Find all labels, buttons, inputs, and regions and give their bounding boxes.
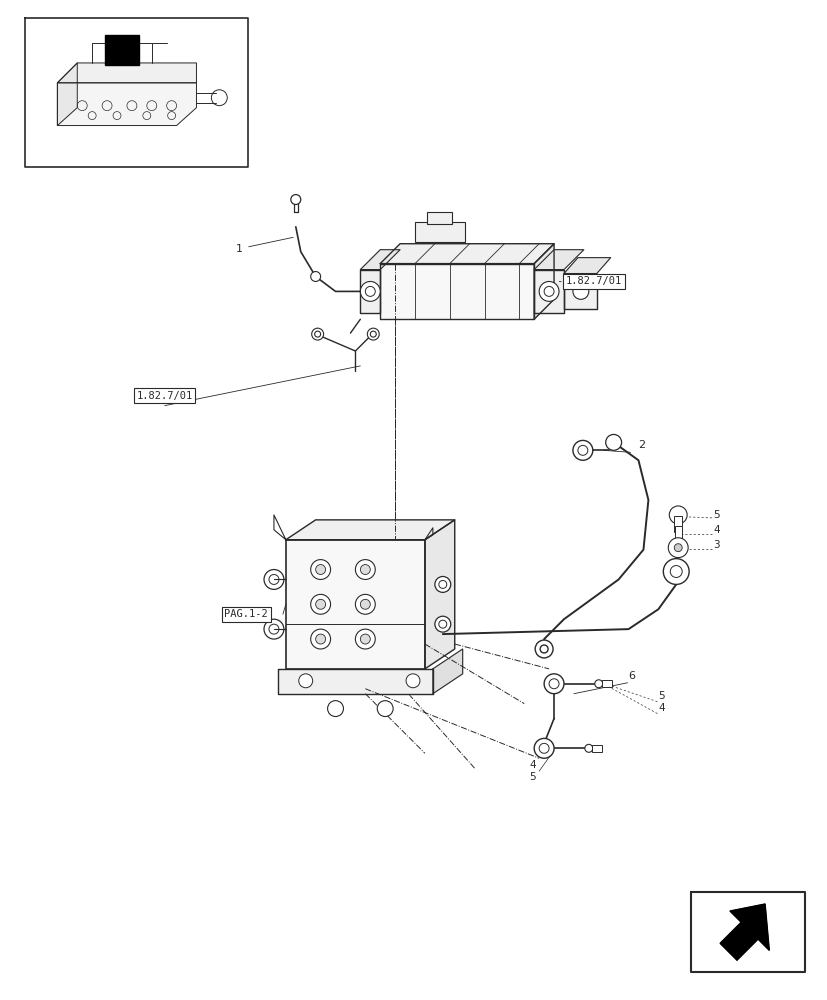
Text: 1.82.7/01: 1.82.7/01 [565, 276, 621, 286]
Polygon shape [719, 904, 768, 960]
Circle shape [269, 574, 279, 584]
Bar [601, 680, 611, 687]
Circle shape [594, 680, 602, 688]
Text: 6: 6 [628, 671, 635, 681]
Bar [414, 222, 464, 242]
Polygon shape [57, 63, 77, 126]
Circle shape [370, 331, 375, 337]
Text: 5: 5 [528, 772, 535, 782]
Circle shape [548, 679, 558, 689]
Circle shape [377, 701, 393, 717]
Bar [104, 35, 139, 65]
Text: 5: 5 [657, 691, 664, 701]
Circle shape [670, 566, 681, 577]
Circle shape [539, 645, 547, 653]
Circle shape [605, 434, 621, 450]
Circle shape [668, 506, 686, 524]
Text: 4: 4 [712, 525, 719, 535]
Bar [591, 745, 601, 752]
Polygon shape [380, 244, 553, 264]
Text: 1.82.7/01: 1.82.7/01 [136, 391, 193, 401]
Polygon shape [433, 649, 462, 694]
Polygon shape [360, 270, 380, 313]
Text: 3: 3 [712, 540, 719, 550]
Circle shape [572, 283, 588, 299]
Circle shape [577, 445, 587, 455]
Bar [674, 526, 681, 538]
Polygon shape [294, 202, 298, 212]
Circle shape [662, 559, 688, 584]
Circle shape [355, 560, 375, 579]
Polygon shape [533, 244, 553, 319]
Circle shape [365, 286, 375, 296]
Polygon shape [563, 274, 596, 309]
Bar [427, 212, 452, 224]
Polygon shape [533, 250, 583, 270]
Polygon shape [285, 540, 424, 669]
Circle shape [572, 440, 592, 460]
Circle shape [310, 560, 330, 579]
Polygon shape [278, 669, 433, 694]
Circle shape [360, 565, 370, 574]
Polygon shape [57, 63, 196, 83]
Text: 4: 4 [657, 703, 664, 713]
Circle shape [360, 599, 370, 609]
Bar [673, 516, 681, 532]
Circle shape [438, 620, 447, 628]
Polygon shape [360, 250, 399, 270]
Polygon shape [380, 264, 533, 319]
Circle shape [434, 576, 450, 592]
Circle shape [355, 594, 375, 614]
Circle shape [538, 743, 548, 753]
Text: PAG.1-2: PAG.1-2 [224, 609, 268, 619]
Circle shape [290, 195, 300, 204]
Circle shape [673, 544, 681, 552]
Circle shape [543, 286, 553, 296]
Circle shape [315, 599, 325, 609]
Text: 2: 2 [638, 440, 645, 450]
Polygon shape [285, 520, 454, 540]
Circle shape [434, 616, 450, 632]
Text: 4: 4 [528, 760, 535, 770]
Polygon shape [57, 83, 196, 126]
Circle shape [311, 328, 323, 340]
Circle shape [667, 538, 687, 558]
Circle shape [367, 328, 379, 340]
Polygon shape [563, 258, 610, 274]
Circle shape [533, 738, 553, 758]
Circle shape [543, 674, 563, 694]
Circle shape [299, 674, 313, 688]
Circle shape [405, 674, 419, 688]
Circle shape [310, 594, 330, 614]
Circle shape [310, 629, 330, 649]
Circle shape [314, 331, 320, 337]
Text: 1: 1 [236, 237, 293, 254]
Circle shape [360, 281, 380, 301]
Polygon shape [424, 520, 454, 669]
Circle shape [264, 619, 284, 639]
Circle shape [538, 281, 558, 301]
Circle shape [584, 744, 592, 752]
Circle shape [355, 629, 375, 649]
Circle shape [315, 565, 325, 574]
Circle shape [360, 634, 370, 644]
Text: 5: 5 [712, 510, 719, 520]
Circle shape [310, 272, 320, 281]
Circle shape [327, 701, 343, 717]
Circle shape [438, 580, 447, 588]
Circle shape [534, 640, 552, 658]
Circle shape [269, 624, 279, 634]
Circle shape [315, 634, 325, 644]
Polygon shape [533, 270, 563, 313]
Circle shape [264, 570, 284, 589]
